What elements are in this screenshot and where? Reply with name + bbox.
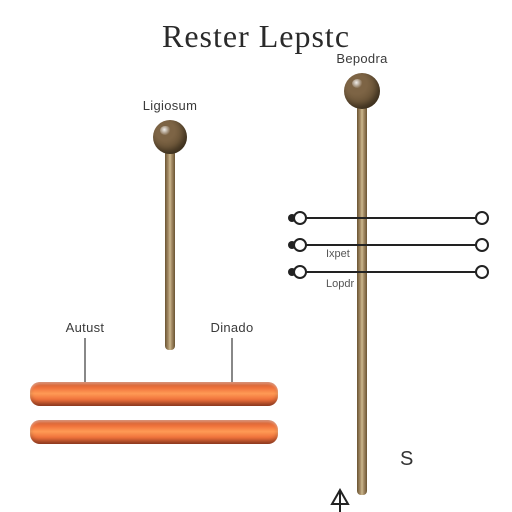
ball-left — [153, 120, 187, 154]
arrow-up-icon — [320, 488, 360, 512]
axis-label-s: S — [400, 448, 413, 471]
rod-left — [165, 150, 175, 350]
tick-autust — [84, 338, 86, 382]
label-ligiosum: Ligiosum — [130, 98, 210, 113]
tick-dinado — [231, 338, 233, 382]
scale-label-lopdr: Lopdr — [326, 278, 354, 290]
rod-right — [357, 105, 367, 495]
scale-endpoint-1-right — [475, 238, 489, 252]
label-dinado: Dinado — [197, 320, 267, 335]
label-autust: Autust — [50, 320, 120, 335]
ball-right — [344, 73, 380, 109]
diagram-title: Rester Lepstc — [0, 18, 512, 55]
scale-line-1 — [300, 244, 482, 246]
scale-endpoint-0-left — [293, 211, 307, 225]
label-bepodra: Bepodra — [322, 51, 402, 66]
scale-label-ixpet: Ixpet — [326, 248, 350, 260]
scale-line-0 — [300, 217, 482, 219]
scale-endpoint-0-right — [475, 211, 489, 225]
red-bar-top — [30, 382, 278, 406]
scale-endpoint-1-left — [293, 238, 307, 252]
diagram-stage: { "type": "infographic", "canvas": { "wi… — [0, 0, 512, 512]
scale-endpoint-2-right — [475, 265, 489, 279]
red-bar-bottom — [30, 420, 278, 444]
scale-line-2 — [300, 271, 482, 273]
scale-endpoint-2-left — [293, 265, 307, 279]
